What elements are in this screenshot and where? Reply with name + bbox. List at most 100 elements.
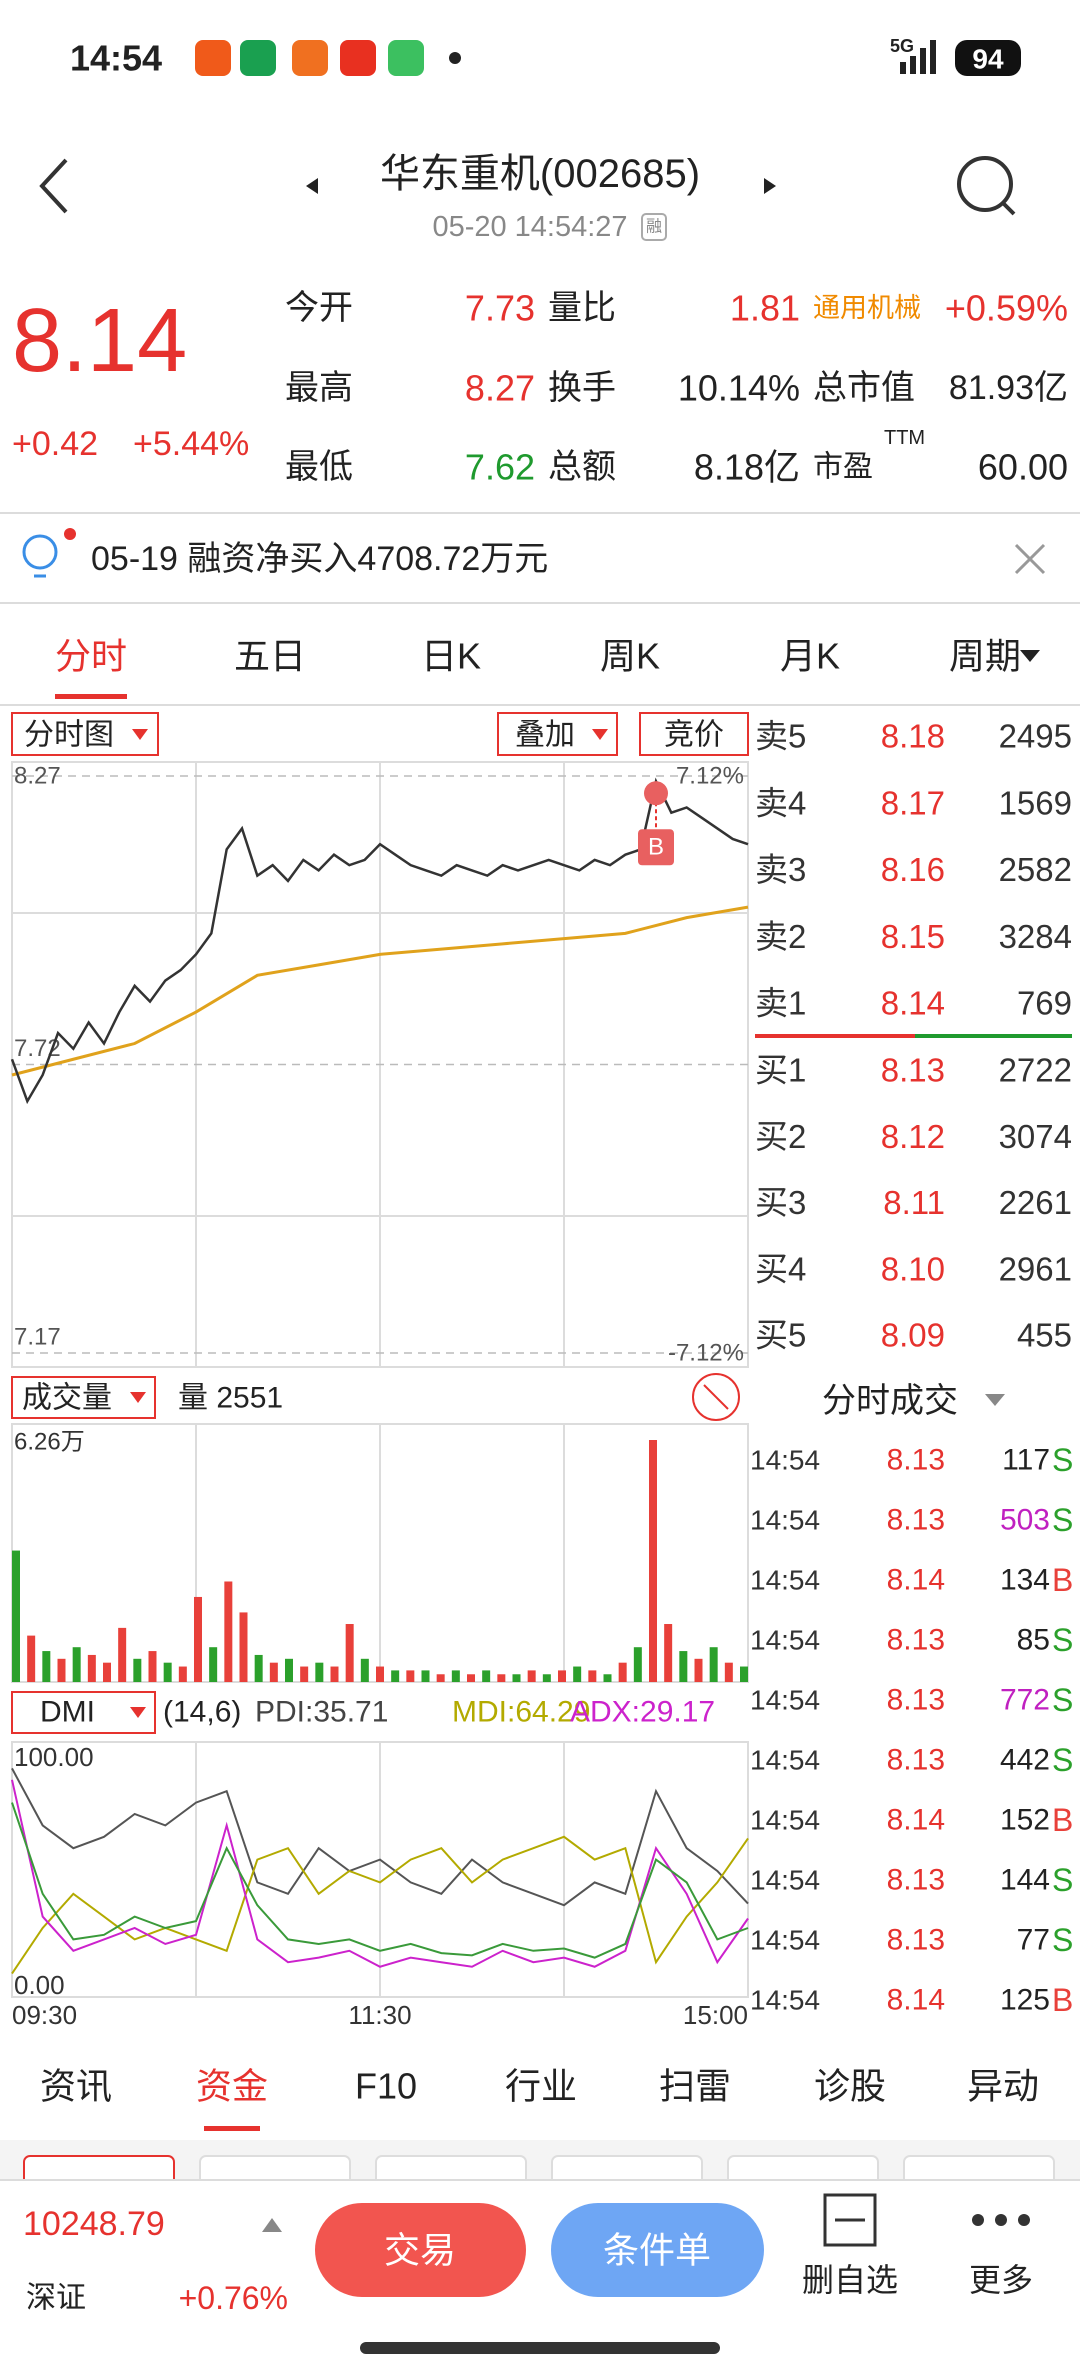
more-label[interactable]: 更多 — [969, 2262, 1033, 2298]
bottom-tab[interactable]: 诊股 — [814, 2066, 886, 2107]
book-price: 8.17 — [881, 784, 945, 821]
bottom-tab[interactable]: 资讯 — [40, 2066, 112, 2107]
buy-marker-box — [638, 829, 674, 866]
prev-stock[interactable] — [306, 178, 318, 194]
price-line — [10, 777, 749, 1105]
dropdown-arrow — [592, 729, 608, 740]
overlay-box[interactable] — [497, 712, 618, 756]
y-tick-label: 7.17 — [14, 1324, 61, 1351]
trade-volume: 152 — [1000, 1804, 1050, 1837]
signal-icon — [900, 40, 936, 74]
book-price: 8.16 — [881, 851, 945, 888]
trade-time: 14:54 — [750, 1685, 820, 1716]
more-icon[interactable] — [972, 2214, 1030, 2226]
y-tick-label: 7.72 — [14, 1035, 61, 1062]
tab[interactable]: 五日 — [234, 636, 306, 677]
book-price: 8.12 — [881, 1118, 945, 1155]
book-label: 买1 — [755, 1052, 806, 1089]
stat-label: 今开 — [285, 289, 353, 327]
trade-price: 8.13 — [887, 1504, 945, 1537]
bottom-tab[interactable]: 资金 — [196, 2066, 268, 2107]
bottom-tab[interactable]: 异动 — [967, 2066, 1039, 2107]
book-volume: 2961 — [999, 1250, 1072, 1287]
search-button[interactable] — [957, 156, 1016, 216]
book-price: 8.11 — [883, 1184, 945, 1221]
book-price: 8.13 — [881, 1052, 945, 1089]
tab[interactable]: 周期 — [949, 636, 1021, 677]
y-tick-label: 100.00 — [14, 1742, 94, 1772]
app-icon — [388, 40, 424, 76]
stat-value: 81.93亿 — [949, 369, 1068, 407]
volume-bar — [542, 1674, 551, 1682]
book-volume: 3074 — [999, 1118, 1072, 1155]
trade-side: S — [1052, 1742, 1073, 1778]
price-change: +0.42 — [12, 425, 98, 463]
volume-bar — [649, 1440, 657, 1682]
stat-value: 60.00 — [978, 447, 1068, 488]
bottom-tab[interactable]: F10 — [355, 2066, 417, 2107]
remove-watch-icon[interactable] — [823, 2193, 877, 2247]
volume-bar — [618, 1662, 627, 1682]
expand-button[interactable] — [692, 1373, 740, 1421]
dmi-line — [11, 1779, 749, 1968]
dropdown-arrow[interactable] — [985, 1394, 1005, 1406]
trade-time: 14:54 — [750, 1865, 820, 1896]
volume-bar — [57, 1658, 66, 1682]
price-change-pct: +5.44% — [133, 425, 249, 463]
volume-bar — [42, 1651, 51, 1682]
tab[interactable]: 分时 — [55, 636, 127, 677]
auction-box[interactable] — [639, 712, 749, 756]
vertical-grid — [195, 762, 565, 1997]
book-volume: 3284 — [999, 918, 1072, 955]
bottom-tab[interactable]: 扫雷 — [659, 2066, 731, 2107]
average-line — [11, 905, 749, 1077]
expand-arrow[interactable] — [262, 2218, 282, 2232]
volume-bar — [451, 1670, 460, 1682]
book-price: 8.15 — [881, 918, 945, 955]
volume-bar — [391, 1670, 400, 1682]
trade-volume: 772 — [1000, 1684, 1050, 1717]
trade-price: 8.13 — [887, 1444, 945, 1477]
tab[interactable]: 月K — [780, 636, 840, 677]
book-volume: 1569 — [999, 784, 1072, 821]
tab[interactable]: 日K — [421, 636, 481, 677]
tab[interactable]: 周K — [600, 636, 660, 677]
trade-time: 14:54 — [750, 1745, 820, 1776]
index-name: 深证 — [26, 2282, 86, 2315]
volume-bar — [254, 1654, 263, 1682]
close-notice[interactable] — [1014, 543, 1046, 575]
trade-time: 14:54 — [750, 1805, 820, 1836]
dmi-line — [11, 1802, 749, 1959]
conditional-order-button[interactable] — [551, 2203, 764, 2297]
back-button[interactable] — [39, 158, 68, 214]
pct-label: 7.12% — [676, 763, 744, 790]
selector-box[interactable] — [11, 1691, 156, 1734]
selector-box[interactable] — [11, 1376, 156, 1419]
volume-bar — [224, 1581, 233, 1682]
bottom-tab[interactable]: 行业 — [505, 2066, 577, 2107]
volume-bar — [360, 1658, 369, 1682]
selector-box[interactable] — [11, 712, 159, 756]
battery-level: 94 — [972, 44, 1004, 75]
trade-time: 14:54 — [750, 1625, 820, 1656]
next-stock[interactable] — [764, 178, 776, 194]
trade-time: 14:54 — [750, 1925, 820, 1956]
trade-button[interactable] — [315, 2203, 526, 2297]
dropdown-arrow — [130, 1392, 146, 1403]
remove-watch-label[interactable]: 删自选 — [802, 2262, 898, 2298]
dmi-legend: MDI:64.29 — [452, 1696, 590, 1729]
book-volume: 2722 — [999, 1052, 1072, 1089]
trade-price: 8.13 — [887, 1624, 945, 1657]
app-icon — [195, 40, 231, 76]
volume-selector: 成交量 — [22, 1382, 112, 1415]
notice-text[interactable]: 05-19 融资净买入4708.72万元 — [91, 540, 548, 578]
index-value[interactable]: 10248.79 — [23, 2205, 165, 2243]
book-price: 8.14 — [881, 985, 945, 1022]
volume-bar — [527, 1670, 536, 1682]
volume-bar — [72, 1647, 81, 1682]
volume-bar — [285, 1658, 293, 1682]
stat-label: 换手 — [548, 369, 616, 407]
stat-value: 8.27 — [465, 368, 535, 409]
volume-bar — [178, 1666, 187, 1682]
